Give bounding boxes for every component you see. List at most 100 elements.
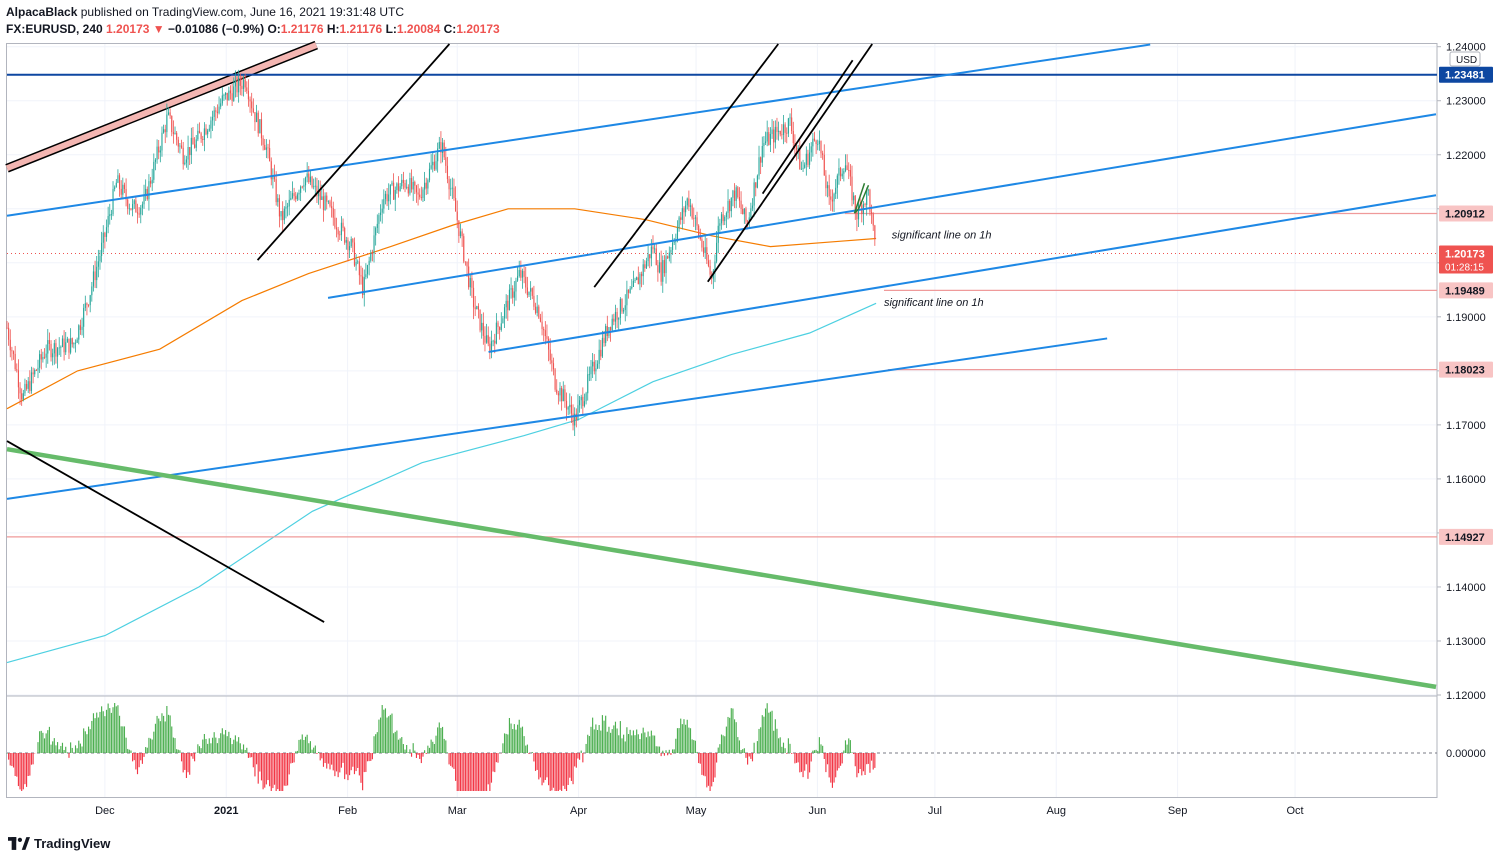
oscillator-bar [223, 734, 225, 753]
oscillator-bar [846, 744, 848, 753]
candle-body [288, 199, 290, 207]
symbol-label[interactable]: FX:EURUSD, 240 [6, 22, 103, 36]
oscillator-bar [357, 753, 359, 768]
candle-body [433, 161, 435, 170]
candle-body [164, 129, 166, 133]
close-value: 1.20173 [456, 22, 500, 36]
candle-body [251, 101, 253, 109]
candle-body [570, 404, 572, 414]
candle-body [376, 223, 378, 229]
oscillator-bar [688, 727, 690, 753]
black-trendline[interactable] [6, 440, 325, 623]
candle-body [127, 199, 129, 209]
oscillator-bar [348, 753, 351, 776]
candle-body [309, 176, 311, 183]
candle-body [141, 204, 143, 208]
oscillator-bar [835, 753, 837, 778]
candle-body [234, 79, 236, 87]
candle-body [853, 195, 855, 201]
oscillator-bar [198, 746, 201, 753]
oscillator-bar [110, 712, 112, 753]
candle-body [722, 214, 724, 222]
blue-trendline[interactable] [327, 113, 1437, 299]
oscillator-bar [812, 750, 814, 753]
candle-body [640, 273, 643, 277]
oscillator-bar [866, 753, 868, 765]
blue-trendline[interactable] [6, 43, 1151, 217]
candle-body [804, 164, 806, 168]
black-trendline[interactable] [593, 43, 779, 288]
candle-body [86, 303, 88, 305]
oscillator-bar [484, 753, 486, 791]
candle-body [844, 165, 847, 172]
oscillator-bar [254, 753, 256, 777]
oscillator-bar [94, 718, 96, 753]
black-trendline[interactable] [761, 59, 854, 195]
candle-body [249, 99, 251, 102]
candle-body [105, 227, 108, 237]
candle-body [386, 193, 388, 202]
green-trendline[interactable] [6, 446, 1437, 690]
oscillator-zero-label: 0.00000 [1446, 748, 1486, 760]
oscillator-bar [546, 753, 548, 778]
candle-body [549, 349, 551, 361]
candle-body [745, 208, 747, 222]
oscillator-bar [830, 753, 832, 783]
candle-body [226, 92, 228, 101]
candle-body [572, 413, 574, 426]
black-trendline[interactable] [707, 43, 873, 283]
oscillator-bar [318, 751, 320, 753]
oscillator-bar [340, 753, 342, 768]
candle-body [35, 369, 37, 371]
candle-body [256, 112, 258, 123]
candle-body [727, 200, 729, 213]
x-tick-label: Oct [1286, 805, 1303, 817]
oscillator-bar [541, 753, 543, 786]
oscillator-bar [6, 753, 8, 754]
oscillator-bar [151, 739, 153, 753]
candle-body [487, 335, 489, 344]
candle-body [159, 150, 161, 153]
candle-body [681, 208, 683, 220]
oscillator-bar [874, 753, 876, 768]
tradingview-logo[interactable]: TradingView [8, 836, 110, 851]
candle-body [216, 111, 219, 114]
oscillator-bar [616, 728, 618, 753]
blue-trendline[interactable] [488, 194, 1437, 353]
price-chart[interactable]: 1.240001.230001.220001.210001.200001.190… [0, 0, 1507, 830]
oscillator-bar [371, 753, 373, 760]
candle-body [543, 329, 545, 331]
oscillator-bar [45, 733, 47, 753]
candle-body [802, 167, 804, 169]
candle-body [453, 187, 455, 199]
candle-body [273, 175, 276, 180]
level-price-tag [1439, 361, 1493, 378]
candle-body [311, 176, 313, 188]
oscillator-bar [350, 753, 352, 771]
oscillator-bar [851, 752, 853, 753]
candle-body [688, 198, 690, 207]
candle-body [81, 326, 83, 330]
oscillator-bar [826, 753, 829, 765]
candle-body [192, 137, 194, 145]
candle-body [420, 197, 422, 199]
candle-body [287, 206, 289, 208]
candle-body [536, 306, 538, 313]
oscillator-bar [738, 740, 741, 753]
candle-body [200, 133, 202, 139]
candle-body [696, 217, 698, 226]
black-trendline[interactable] [256, 43, 451, 261]
author-name[interactable]: AlpacaBlack [6, 5, 78, 19]
oscillator-bar [640, 733, 643, 753]
candle-body [314, 185, 316, 187]
oscillator-bar [854, 753, 856, 767]
oscillator-bar [197, 744, 199, 753]
candle-body [588, 374, 590, 376]
oscillator-bar [513, 724, 515, 753]
candle-body [244, 79, 246, 88]
oscillator-bar [428, 747, 431, 753]
candle-body [497, 322, 499, 328]
blue-trendline[interactable] [6, 337, 1108, 500]
candle-body [737, 187, 739, 198]
oscillator-bar [505, 733, 507, 753]
